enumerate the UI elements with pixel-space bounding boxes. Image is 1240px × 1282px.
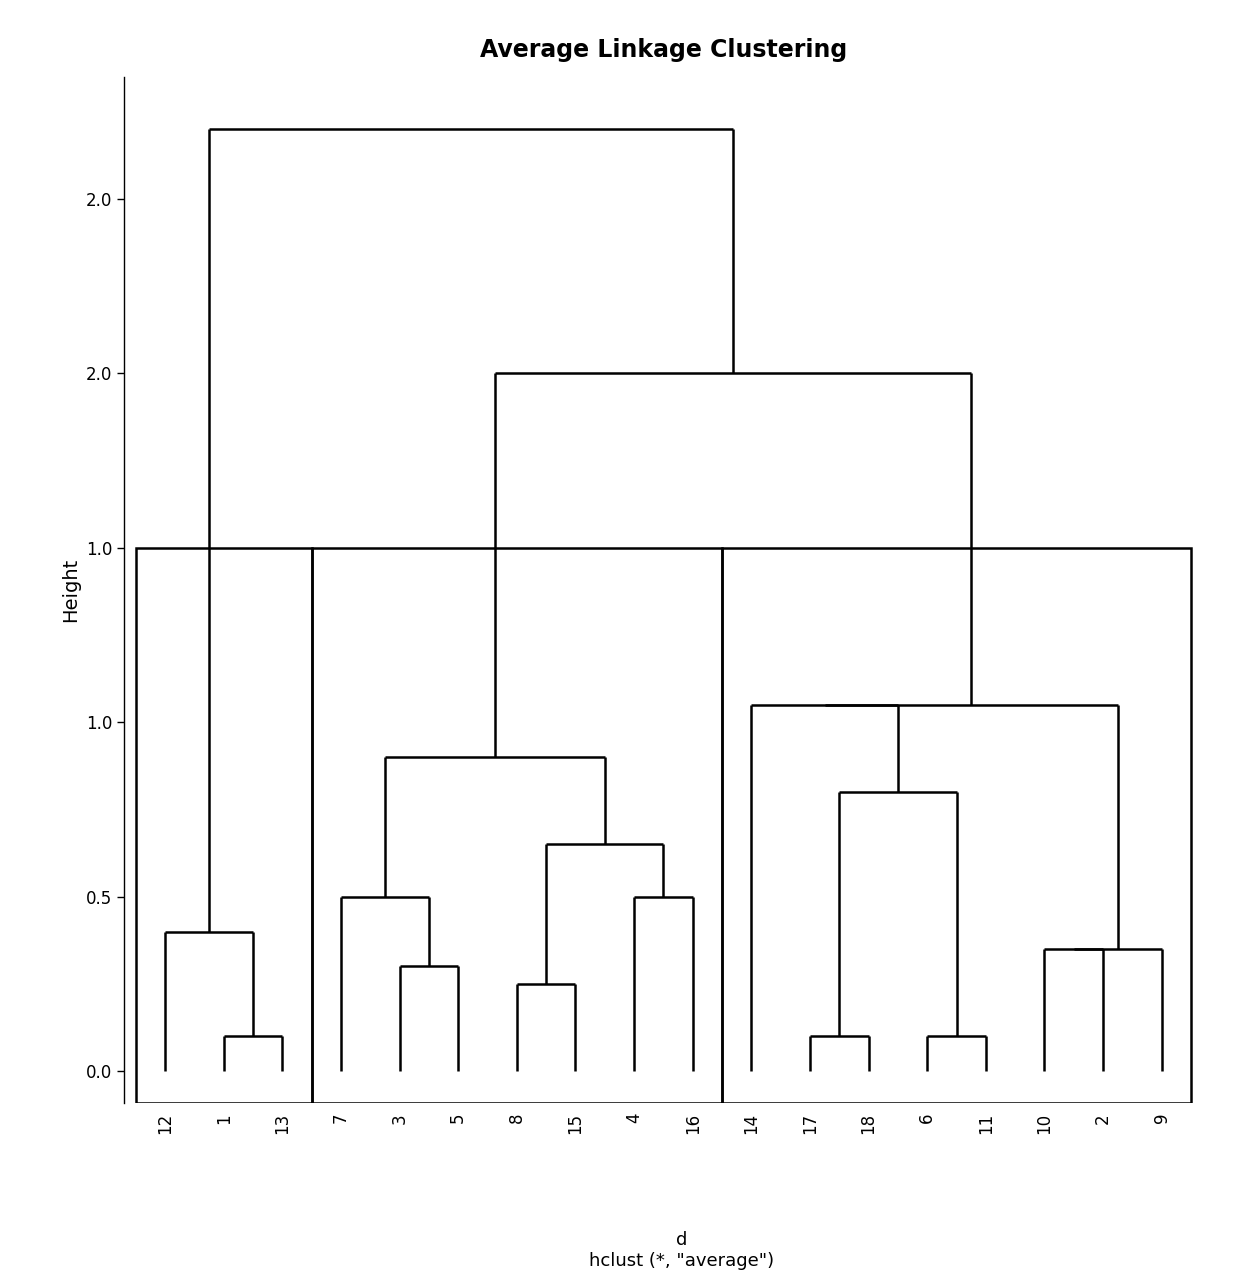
Y-axis label: Height: Height xyxy=(61,558,81,622)
Bar xyxy=(311,547,722,1103)
Bar xyxy=(135,547,311,1103)
Text: d
hclust (*, "average"): d hclust (*, "average") xyxy=(589,1231,775,1269)
Bar xyxy=(722,547,1192,1103)
Title: Average Linkage Clustering: Average Linkage Clustering xyxy=(480,38,847,63)
